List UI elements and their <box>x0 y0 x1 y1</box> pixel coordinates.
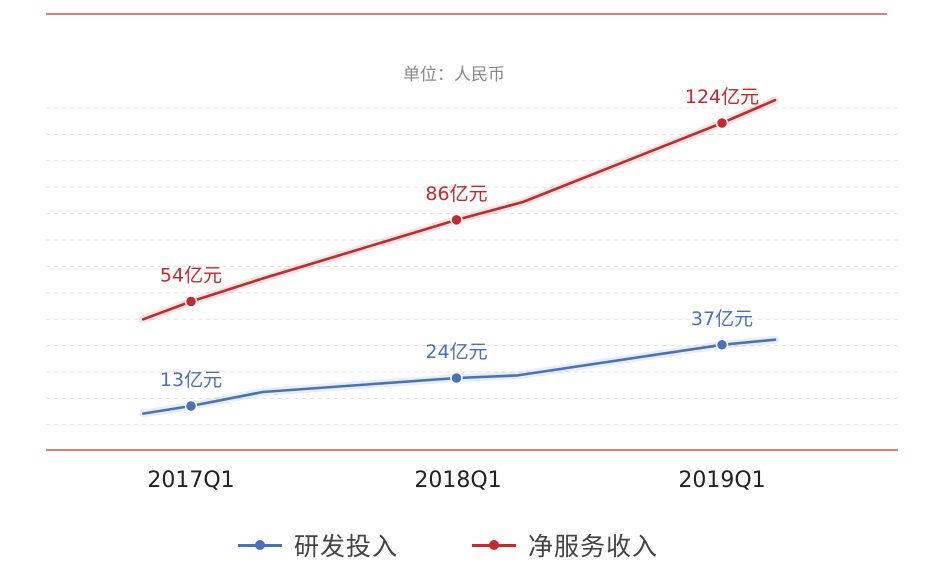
x-tick-label: 2017Q1 <box>147 468 234 493</box>
data-label: 37亿元 <box>691 308 753 330</box>
data-label: 124亿元 <box>685 86 759 108</box>
data-point <box>184 399 198 413</box>
legend: 研发投入 净服务收入 <box>0 522 947 568</box>
data-point <box>450 371 463 385</box>
series-line <box>141 98 777 321</box>
data-point <box>184 295 198 308</box>
legend-item-rd: 研发投入 <box>238 522 398 568</box>
legend-label-revenue: 净服务收入 <box>528 532 659 561</box>
data-label: 13亿元 <box>160 369 222 391</box>
legend-swatch-revenue <box>472 522 516 568</box>
legend-item-revenue: 净服务收入 <box>472 522 658 568</box>
x-axis-ticks: 2017Q1 2018Q1 2019Q1 <box>147 468 765 493</box>
legend-label-rd: 研发投入 <box>294 532 399 561</box>
data-label: 86亿元 <box>425 183 487 205</box>
series: 13亿元 24亿元 37亿元 54亿元 86亿元 124亿元 <box>139 86 780 418</box>
unit-label: 单位：人民币 <box>403 65 505 85</box>
data-label: 24亿元 <box>425 341 487 363</box>
series-1: 54亿元 86亿元 124亿元 <box>139 86 780 324</box>
data-point <box>715 116 729 130</box>
data-label: 54亿元 <box>160 265 222 287</box>
gridlines <box>46 107 898 426</box>
x-tick-label: 2019Q1 <box>678 468 765 493</box>
data-point <box>450 213 463 227</box>
legend-swatch-rd <box>238 522 282 568</box>
data-point <box>715 338 729 352</box>
series-0: 13亿元 24亿元 37亿元 <box>139 308 780 418</box>
x-tick-label: 2018Q1 <box>414 468 501 493</box>
